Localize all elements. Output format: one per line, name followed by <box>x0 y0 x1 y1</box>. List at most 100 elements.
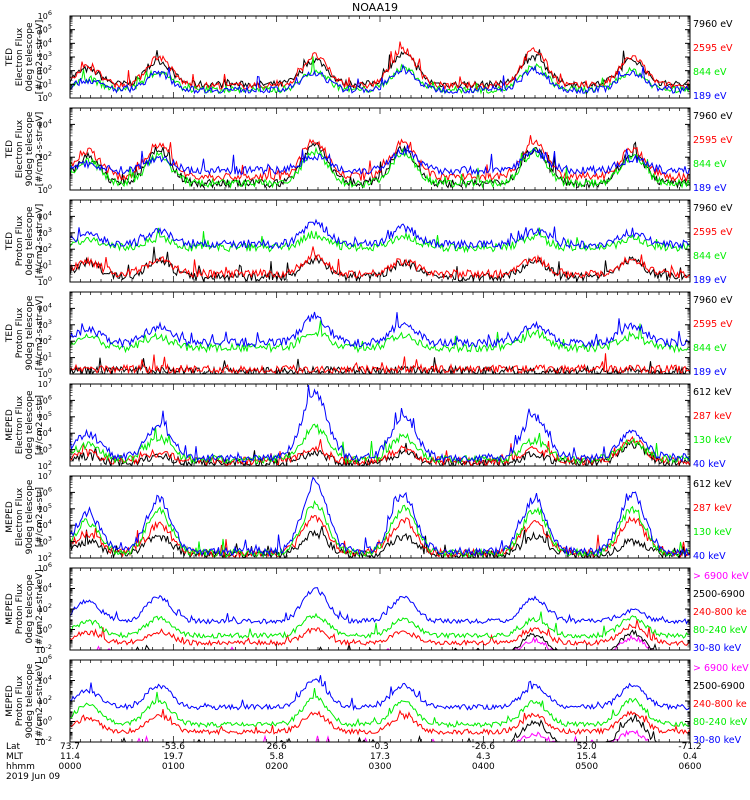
y-axis-title: 0deg telescope <box>25 22 35 92</box>
footer-hhmm: 0300 <box>369 762 392 772</box>
y-axis-title: Electron Flux <box>15 119 25 178</box>
series-green-trace <box>70 423 690 465</box>
legend-entry-green: 844 eV <box>693 343 727 354</box>
series-red-trace <box>70 246 690 280</box>
legend-entry-red: 240-800 ke <box>693 699 747 710</box>
y-axis-title: [#/cm2-s-str-eV] <box>35 20 45 95</box>
series-blue-trace <box>70 218 690 250</box>
legend-entry-blue: 189 eV <box>693 367 727 378</box>
series-red-trace <box>70 135 690 183</box>
legend-entry-black: 7960 eV <box>693 203 733 214</box>
footer-lat: 52.0 <box>577 742 597 752</box>
footer-mlt: 4.3 <box>476 752 490 762</box>
series-red-trace <box>70 41 690 91</box>
y-axis-title: 90deg telescope <box>25 295 35 370</box>
footer-lat: -71.2 <box>678 742 701 752</box>
ytick-label: 106 <box>38 9 52 21</box>
legend-entry-green: 844 eV <box>693 159 727 170</box>
legend-entry-black: 612 keV <box>693 387 732 398</box>
legend-entry-blue: 30-80 keV <box>693 735 742 746</box>
y-axis-title: 0deg telescope <box>25 574 35 644</box>
legend-entry-black: 7960 eV <box>693 295 733 306</box>
series-red-trace <box>70 709 690 736</box>
y-axis-title: MEPED <box>5 501 15 533</box>
series-blue-trace <box>70 144 690 177</box>
series-green-trace <box>70 611 690 640</box>
footer-hhmm: 0000 <box>59 762 82 772</box>
y-axis-title: TED <box>5 140 15 159</box>
legend-entry-blue: 30-80 keV <box>693 643 742 654</box>
y-axis-title: Proton Flux <box>15 583 25 634</box>
legend-entry-red: 2595 eV <box>693 135 733 146</box>
footer-mlt: 17.3 <box>370 752 390 762</box>
legend-entry-magenta: > 6900 keV <box>693 571 749 582</box>
y-axis-title: TED <box>5 324 15 343</box>
y-axis-title: [#/cm2-s-str-keV] <box>35 569 45 648</box>
legend-entry-green: 80-240 keV <box>693 717 748 728</box>
y-axis-title: Electron Flux <box>15 27 25 86</box>
footer-row-label: hhmm <box>6 762 35 772</box>
y-axis-title: 0deg telescope <box>25 206 35 276</box>
legend-entry-green: 844 eV <box>693 251 727 262</box>
ytick-label: 104 <box>38 117 52 129</box>
y-axis-title: [#/cm2-s-str-keV] <box>35 661 45 740</box>
footer-hhmm: 0200 <box>265 762 288 772</box>
legend-entry-red: 2595 eV <box>693 43 733 54</box>
series-blue-trace <box>70 476 690 558</box>
y-axis-title: MEPED <box>5 685 15 717</box>
footer-row-label: 2019 Jun 09 <box>6 772 60 782</box>
series-green-trace <box>70 499 690 558</box>
y-axis-title: Electron Flux <box>15 487 25 546</box>
legend-entry-blue: 40 keV <box>693 459 726 470</box>
legend-entry-black: 2500-6900 <box>693 589 745 600</box>
legend-entry-blue: 40 keV <box>693 551 726 562</box>
y-axis-title: [#/cm2-s-str] <box>35 487 45 547</box>
series-blue-trace <box>70 63 690 95</box>
y-axis-title: [#/cm2-s-str-eV] <box>35 112 45 187</box>
y-axis-title: 90deg telescope <box>25 111 35 186</box>
y-axis-title: TED <box>5 232 15 251</box>
legend-entry-blue: 189 eV <box>693 91 727 102</box>
panel-frame <box>69 291 691 375</box>
legend-entry-red: 287 keV <box>693 411 732 422</box>
y-axis-title: Electron Flux <box>15 395 25 454</box>
footer-hhmm: 0500 <box>575 762 598 772</box>
y-axis-title: Proton Flux <box>15 215 25 266</box>
legend-entry-green: 130 keV <box>693 435 732 446</box>
legend-entry-blue: 189 eV <box>693 275 727 286</box>
legend-entry-black: 7960 eV <box>693 111 733 122</box>
series-red-trace <box>70 619 690 647</box>
series-blue-trace <box>70 385 690 464</box>
footer-row-label: Lat <box>6 742 21 752</box>
series-blue-trace <box>70 675 690 712</box>
legend-entry-green: 80-240 keV <box>693 625 748 636</box>
footer-row-label: MLT <box>6 752 24 762</box>
footer-lat: -26.6 <box>472 742 496 752</box>
legend-entry-green: 130 keV <box>693 527 732 538</box>
legend-entry-black: 2500-6900 <box>693 681 745 692</box>
footer-hhmm: 0100 <box>162 762 185 772</box>
footer-lat: 26.6 <box>267 742 287 752</box>
y-axis-title: [#/cm2-s-str-eV] <box>35 204 45 279</box>
y-axis-title: Proton Flux <box>15 675 25 726</box>
footer-mlt: 0.4 <box>683 752 698 762</box>
y-axis-title: 0deg telescope <box>25 390 35 460</box>
y-axis-title: TED <box>5 48 15 67</box>
legend-entry-red: 287 keV <box>693 503 732 514</box>
legend-entry-green: 844 eV <box>693 67 727 78</box>
footer-mlt: 11.4 <box>60 752 80 762</box>
series-green-trace <box>70 146 690 189</box>
footer-hhmm: 0600 <box>679 762 702 772</box>
y-axis-title: [#/cm2-s-str-eV] <box>35 296 45 371</box>
series-blue-trace <box>70 311 690 349</box>
legend-entry-red: 240-800 ke <box>693 607 747 618</box>
series-green-trace <box>70 56 690 95</box>
legend-entry-black: 612 keV <box>693 479 732 490</box>
